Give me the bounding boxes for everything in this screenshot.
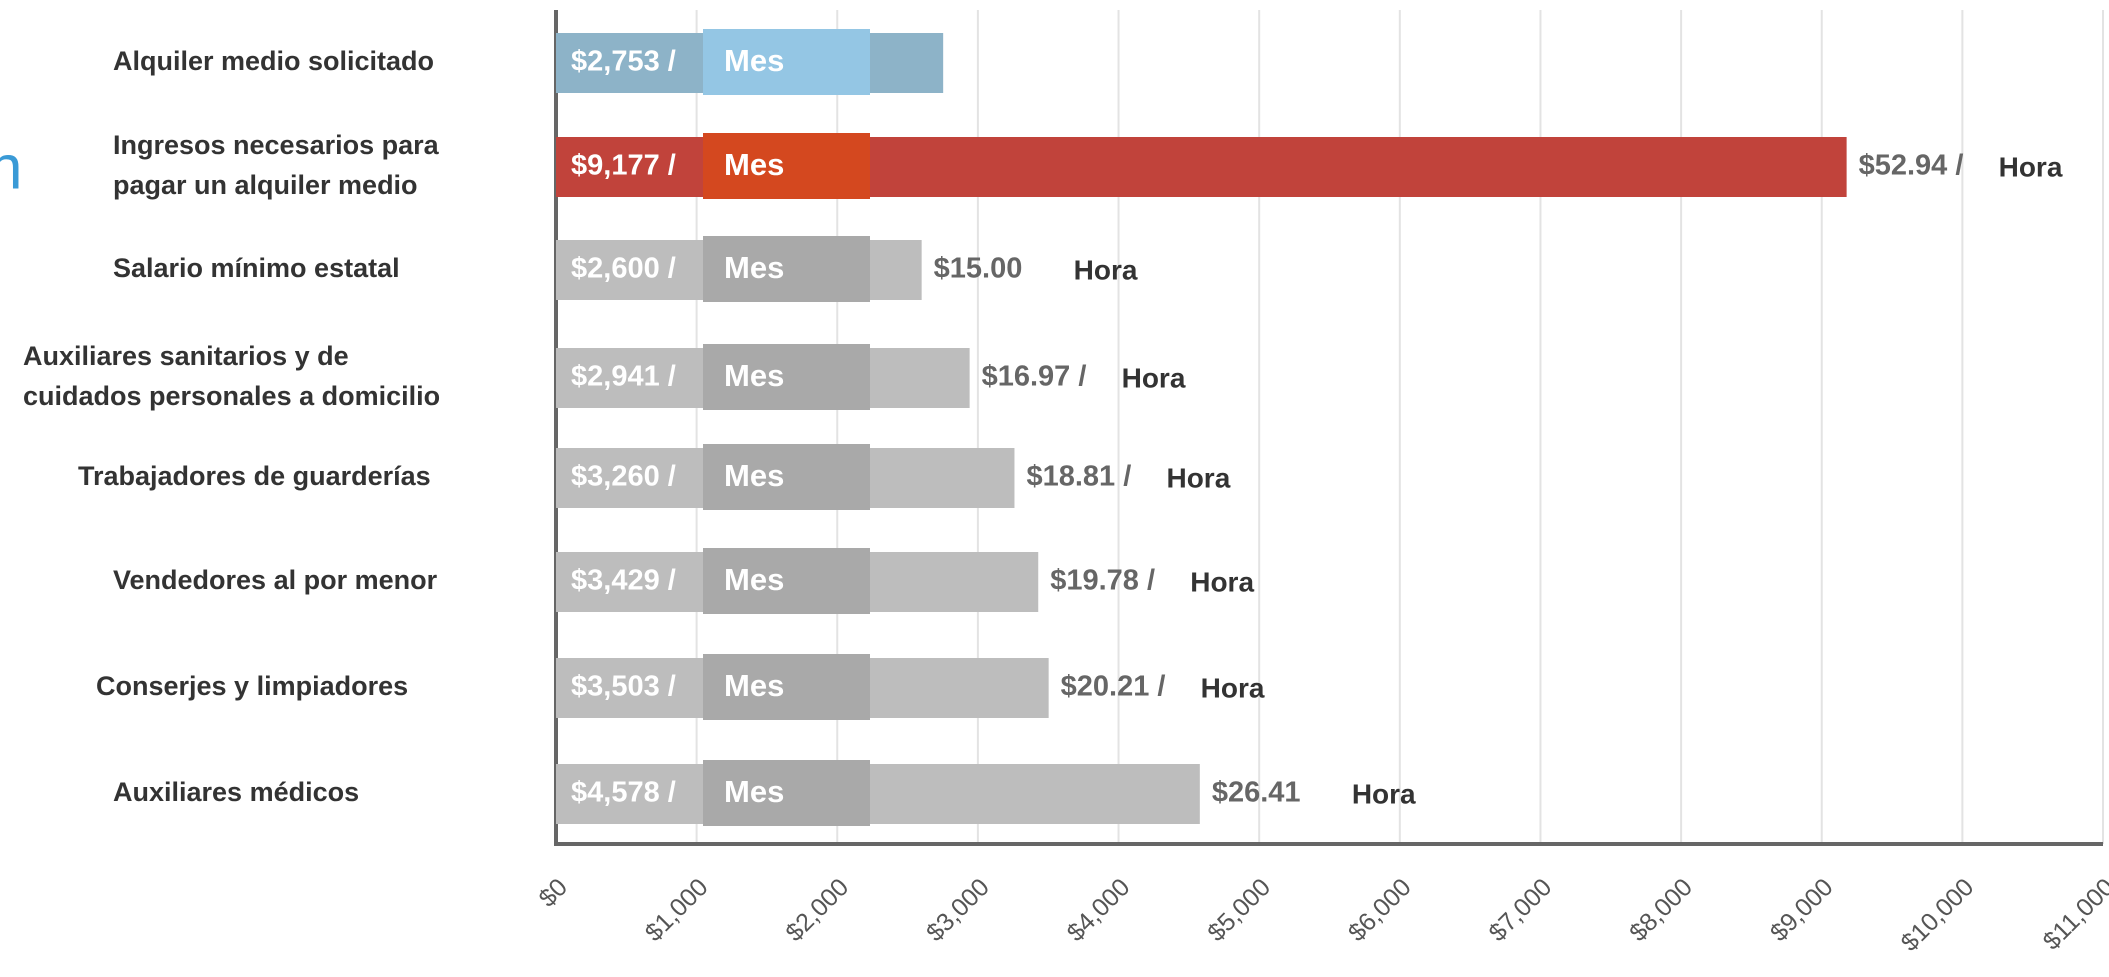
unit-box	[703, 344, 870, 410]
value-label: $3,260 /	[571, 461, 676, 493]
value-label: $9,177 /	[571, 150, 676, 182]
month-unit: Mes	[724, 668, 784, 703]
unit-box	[703, 548, 870, 614]
value-label: $2,941 /	[571, 361, 676, 393]
category-label: Trabajadores de guarderías	[78, 461, 431, 491]
value-label: $4,578 /	[571, 777, 676, 809]
month-unit: Mes	[724, 458, 784, 493]
value-label: $2,600 /	[571, 253, 676, 285]
month-unit: Mes	[724, 358, 784, 393]
x-tick-label: $6,000	[1343, 873, 1417, 947]
category-label: Salario mínimo estatal	[113, 253, 400, 283]
x-tick-label: $7,000	[1484, 873, 1558, 947]
month-unit: Mes	[724, 147, 784, 182]
hour-unit: Hora	[1166, 462, 1230, 493]
value-label: $3,429 /	[571, 565, 676, 597]
hour-unit: Hora	[1190, 566, 1254, 597]
x-tick-label: $5,000	[1202, 873, 1276, 947]
x-tick-label: $3,000	[921, 873, 995, 947]
hourly-label: $52.94 /	[1859, 150, 1964, 182]
x-tick-label: $1,000	[640, 873, 714, 947]
month-unit: Mes	[724, 562, 784, 597]
hourly-label: $16.97 /	[982, 361, 1087, 393]
hour-unit: Hora	[1352, 778, 1416, 809]
category-label: Vendedores al por menor	[113, 565, 438, 595]
hour-unit: Hora	[1999, 151, 2063, 182]
hour-unit: Hora	[1122, 362, 1186, 393]
hour-unit: Hora	[1201, 672, 1265, 703]
x-tick-label: $11,000	[2038, 873, 2109, 955]
category-label: Ingresos necesarios para	[113, 130, 440, 160]
unit-box	[703, 654, 870, 720]
category-label: pagar un alquiler medio	[113, 170, 418, 200]
hourly-label: $26.41	[1212, 777, 1301, 809]
month-unit: Mes	[724, 774, 784, 809]
x-tick-label: $2,000	[780, 873, 854, 947]
unit-box	[703, 133, 870, 199]
hourly-label: $19.78 /	[1050, 565, 1155, 597]
unit-box	[703, 444, 870, 510]
category-label: cuidados personales a domicilio	[23, 381, 440, 411]
hourly-label: $15.00	[934, 253, 1023, 285]
value-label: $3,503 /	[571, 671, 676, 703]
bar	[556, 764, 1200, 824]
unit-box	[703, 29, 870, 95]
hourly-label: $18.81 /	[1026, 461, 1131, 493]
x-tick-label: $9,000	[1765, 873, 1839, 947]
hourly-label: $20.21 /	[1061, 671, 1166, 703]
category-label: Auxiliares médicos	[113, 777, 359, 807]
value-label: $2,753 /	[571, 46, 676, 78]
cut-title: n	[0, 133, 22, 202]
x-tick-label: $0	[533, 873, 572, 912]
category-label: Auxiliares sanitarios y de	[23, 341, 349, 371]
category-label: Alquiler medio solicitado	[113, 46, 434, 76]
x-tick-label: $4,000	[1062, 873, 1136, 947]
hour-unit: Hora	[1074, 254, 1138, 285]
x-tick-label: $8,000	[1624, 873, 1698, 947]
month-unit: Mes	[724, 250, 784, 285]
category-label: Conserjes y limpiadores	[96, 671, 408, 701]
unit-box	[703, 760, 870, 826]
unit-box	[703, 236, 870, 302]
month-unit: Mes	[724, 43, 784, 78]
x-tick-label: $10,000	[1896, 873, 1980, 957]
